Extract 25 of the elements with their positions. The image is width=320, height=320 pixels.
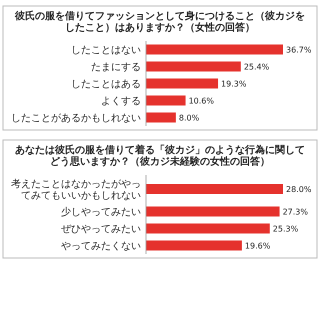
chart-title: あなたは彼氏の服を借りて着る「彼カジ」のような行為に関してどう思いますか？（彼カジ未経験の女性の回答） xyxy=(15,144,305,168)
y-tick-label: ぜひやってみたい xyxy=(61,224,141,235)
bar xyxy=(146,44,283,54)
bar xyxy=(146,96,186,106)
y-tick-label: 考えたことはなかったがやってみてもいいかもしれない xyxy=(11,178,141,202)
y-tick-label: したことはある xyxy=(71,79,141,90)
data-label: 28.0% xyxy=(286,185,312,194)
y-tick-label: 少しやってみたい xyxy=(61,206,141,218)
bar xyxy=(146,78,218,88)
data-label: 27.3% xyxy=(282,208,308,216)
data-label: 25.4% xyxy=(244,62,270,72)
y-tick-label: よくする xyxy=(101,96,141,107)
y-tick-label: たまにする xyxy=(91,62,141,73)
y-tick-label: したことがあるかもしれない xyxy=(11,113,141,124)
bar xyxy=(146,112,176,122)
data-label: 36.7% xyxy=(286,46,312,54)
data-label: 25.3% xyxy=(272,224,299,234)
data-label: 10.6% xyxy=(188,96,214,106)
data-label: 19.6% xyxy=(244,242,271,250)
chart-title: 彼氏の服を借りてファッションとして身につけること（彼カジをしたこと）はありますか？（女性の回答） xyxy=(14,10,305,34)
y-tick-label: やってみたくない xyxy=(61,241,141,252)
data-label: 8.0% xyxy=(178,114,200,122)
y-tick-label: したことはない xyxy=(71,45,141,56)
bar xyxy=(146,62,241,72)
data-label: 19.3% xyxy=(221,80,247,88)
